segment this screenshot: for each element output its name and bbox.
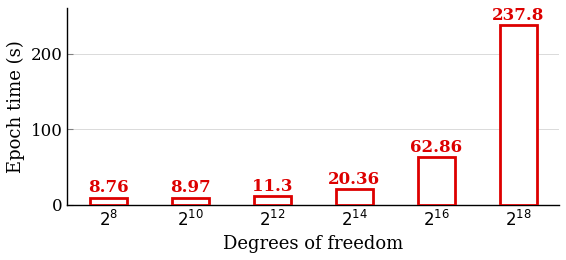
Bar xyxy=(500,25,537,205)
Text: 237.8: 237.8 xyxy=(492,6,544,24)
Bar xyxy=(254,196,291,205)
Bar xyxy=(418,157,454,205)
Bar xyxy=(172,198,209,205)
Text: 20.36: 20.36 xyxy=(328,171,380,188)
Bar xyxy=(336,189,373,205)
Y-axis label: Epoch time (s): Epoch time (s) xyxy=(7,40,25,173)
Text: 8.97: 8.97 xyxy=(170,179,211,196)
X-axis label: Degrees of freedom: Degrees of freedom xyxy=(223,235,404,253)
Text: 8.76: 8.76 xyxy=(88,179,128,196)
Bar xyxy=(90,198,127,205)
Text: 11.3: 11.3 xyxy=(252,178,293,194)
Text: 62.86: 62.86 xyxy=(410,139,462,155)
